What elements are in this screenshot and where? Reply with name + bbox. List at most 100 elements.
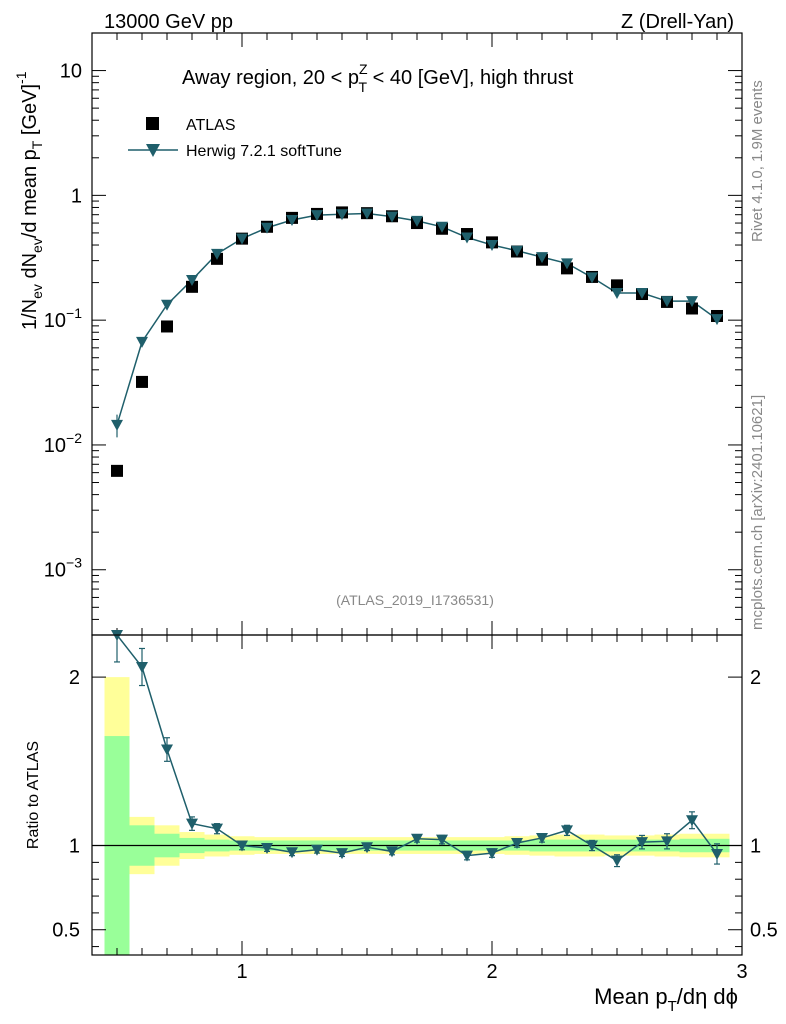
mc-data-point <box>411 215 423 227</box>
upper-y-tick-label: 10 <box>60 61 82 83</box>
mcplots-label: mcplots.cern.ch [arXiv:2401.10621] <box>749 395 766 630</box>
mc-data-point <box>236 233 248 245</box>
title-sup: Z <box>359 61 368 77</box>
lower-y-tick-labels: 0.5 0.5 1 1 2 2 <box>52 667 778 942</box>
x-tick-label: 3 <box>736 961 747 983</box>
lower-frame <box>91 634 743 956</box>
ratio-data-point <box>236 840 248 852</box>
atlas-data-point <box>186 280 198 293</box>
atlas-data-point <box>111 464 123 477</box>
lower-axis-ticks <box>92 635 742 955</box>
ratio-y-axis-label: Ratio to ATLAS <box>25 741 42 849</box>
mc-data-point <box>186 274 198 286</box>
mc-data-point <box>161 299 173 311</box>
mc-data-point <box>211 248 223 260</box>
mc-line-layer <box>116 212 718 426</box>
ratio-data-point <box>611 855 623 867</box>
ratio-data-point <box>286 847 298 859</box>
ratio-data-point <box>336 848 348 860</box>
process-label: Z (Drell-Yan) <box>621 11 734 33</box>
mc-data-point <box>661 296 673 308</box>
ratio-data-point <box>386 846 398 858</box>
mc-data-point <box>586 272 598 284</box>
ratio-y-tick-label-right: 0.5 <box>750 920 778 942</box>
ratio-y-tick-label-right: 2 <box>750 667 761 689</box>
ratio-y-tick-label-left: 0.5 <box>52 920 80 942</box>
mc-data-point <box>311 210 323 222</box>
ratio-data-point <box>436 834 448 846</box>
mc-data-point <box>511 245 523 257</box>
legend-atlas-label: ATLAS <box>186 117 236 134</box>
mc-data-point <box>636 288 648 300</box>
x-tick-label: 1 <box>236 961 247 983</box>
mc-data-point <box>486 240 498 252</box>
title-post: < 40 [GeV], high thrust <box>367 67 574 89</box>
mc-marker-layer <box>111 208 723 438</box>
x-tick-labels: 1 2 3 <box>236 961 747 983</box>
ratio-plot-panel: 0.5 0.5 1 1 2 2 1 2 3 Ratio to ATLAS Mean pT/dη… <box>25 630 778 1015</box>
mc-data-point <box>136 336 148 348</box>
atlas-data-point <box>136 375 148 388</box>
x-axis-label: Mean pT/dη dϕ <box>594 984 738 1015</box>
uncertainty-band-layer <box>104 677 730 955</box>
energy-label: 13000 GeV pp <box>104 11 233 33</box>
title-sub: T <box>359 79 368 95</box>
ratio-data-point <box>211 823 223 835</box>
upper-y-tick-labels: 10 1 10−1 10−2 10−3 <box>44 61 82 582</box>
mc-data-point <box>461 232 473 244</box>
atlas-data-point <box>686 302 698 315</box>
ratio-marker-layer <box>111 630 723 868</box>
title-pre: Away region, 20 < p <box>182 67 359 89</box>
atlas-data-point <box>161 320 173 333</box>
mc-data-point <box>686 296 698 308</box>
legend-mc-marker <box>146 144 160 157</box>
mc-data-point <box>711 314 723 326</box>
ratio-data-point <box>361 842 373 854</box>
ratio-data-point <box>561 825 573 837</box>
legend: ATLAS Herwig 7.2.1 softTune <box>128 117 342 160</box>
analysis-id-label: (ATLAS_2019_I1736531) <box>336 592 494 608</box>
ratio-data-point <box>536 832 548 844</box>
mc-data-point <box>611 288 623 300</box>
ratio-data-point <box>511 838 523 849</box>
mc-data-point <box>261 222 273 234</box>
upper-y-tick-label: 10−2 <box>44 430 82 457</box>
x-tick-label: 2 <box>486 961 497 983</box>
ratio-data-point <box>136 662 148 673</box>
ratio-data-point <box>411 833 423 845</box>
legend-mc-label: Herwig 7.2.1 softTune <box>186 143 342 160</box>
mc-series-line <box>116 212 718 426</box>
ratio-data-point <box>486 848 498 860</box>
ratio-data-point <box>186 818 198 830</box>
ratio-data-point <box>661 836 673 848</box>
upper-y-tick-label: 1 <box>71 185 82 207</box>
rivet-version-label: Rivet 4.1.0, 1.9M events <box>749 80 766 242</box>
ratio-series-line <box>116 634 718 862</box>
plot-title: Away region, 20 < pZ T < 40 [GeV], high t… <box>182 61 574 95</box>
ratio-y-tick-label-left: 2 <box>69 667 80 689</box>
ratio-data-point <box>311 844 323 856</box>
upper-y-tick-label: 10−1 <box>44 305 82 332</box>
ratio-data-point <box>261 843 273 855</box>
ratio-data-point <box>636 837 648 849</box>
data-layer <box>111 206 723 477</box>
ratio-y-tick-label-left: 1 <box>69 836 80 858</box>
ratio-data-point <box>711 848 723 860</box>
mc-data-point <box>361 208 373 220</box>
main-plot-panel: 10 1 10−1 10−2 10−3 Away region, 20 < pZ T < … <box>13 32 743 636</box>
mc-data-point <box>336 209 348 221</box>
mc-data-point <box>286 214 298 226</box>
upper-y-axis-label: 1/Nev dNev/d mean pT [GeV]-1 <box>13 71 45 330</box>
mc-data-point <box>436 221 448 233</box>
mc-data-point <box>561 258 573 270</box>
upper-y-tick-label: 10−3 <box>44 555 82 582</box>
ratio-y-tick-label-right: 1 <box>750 836 761 858</box>
ratio-line-layer <box>116 634 718 862</box>
legend-atlas-marker <box>146 117 159 130</box>
ratio-data-point <box>461 850 473 862</box>
ratio-data-point <box>586 840 598 852</box>
upper-axis-ticks <box>92 32 742 636</box>
ratio-data-point <box>161 744 173 756</box>
mc-data-point <box>111 419 123 431</box>
